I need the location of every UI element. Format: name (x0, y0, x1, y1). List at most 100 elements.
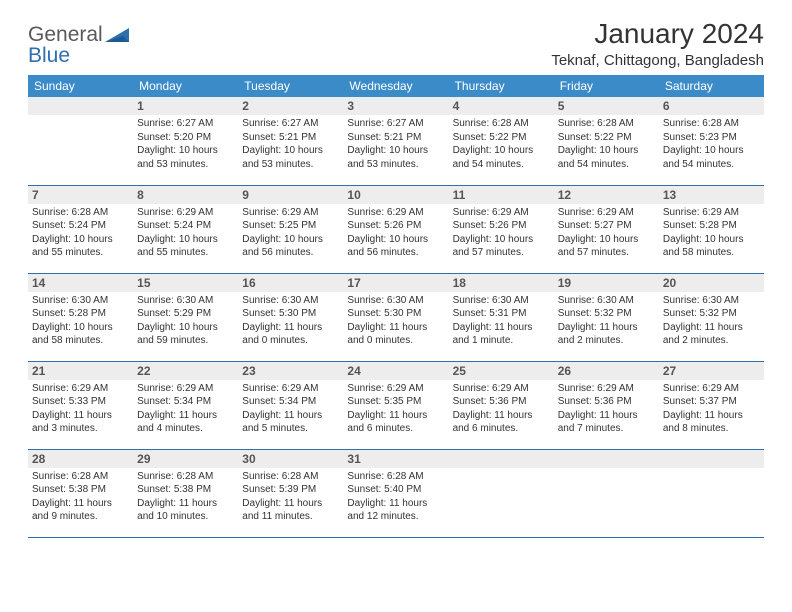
day-number: 27 (659, 362, 764, 380)
calendar-cell: 10Sunrise: 6:29 AM Sunset: 5:26 PM Dayli… (343, 185, 448, 273)
day-details: Sunrise: 6:29 AM Sunset: 5:35 PM Dayligh… (343, 380, 448, 440)
day-details: Sunrise: 6:28 AM Sunset: 5:23 PM Dayligh… (659, 115, 764, 175)
day-details: Sunrise: 6:29 AM Sunset: 5:24 PM Dayligh… (133, 204, 238, 264)
calendar-cell: 12Sunrise: 6:29 AM Sunset: 5:27 PM Dayli… (554, 185, 659, 273)
day-details: Sunrise: 6:29 AM Sunset: 5:36 PM Dayligh… (449, 380, 554, 440)
calendar-cell (449, 449, 554, 537)
calendar-table: SundayMondayTuesdayWednesdayThursdayFrid… (28, 75, 764, 538)
weekday-header-row: SundayMondayTuesdayWednesdayThursdayFrid… (28, 75, 764, 97)
calendar-cell: 13Sunrise: 6:29 AM Sunset: 5:28 PM Dayli… (659, 185, 764, 273)
day-details: Sunrise: 6:28 AM Sunset: 5:38 PM Dayligh… (133, 468, 238, 528)
calendar-cell (554, 449, 659, 537)
day-number: 9 (238, 186, 343, 204)
calendar-cell: 7Sunrise: 6:28 AM Sunset: 5:24 PM Daylig… (28, 185, 133, 273)
calendar-cell: 8Sunrise: 6:29 AM Sunset: 5:24 PM Daylig… (133, 185, 238, 273)
day-number: 14 (28, 274, 133, 292)
calendar-cell: 6Sunrise: 6:28 AM Sunset: 5:23 PM Daylig… (659, 97, 764, 185)
calendar-cell: 18Sunrise: 6:30 AM Sunset: 5:31 PM Dayli… (449, 273, 554, 361)
calendar-cell: 30Sunrise: 6:28 AM Sunset: 5:39 PM Dayli… (238, 449, 343, 537)
day-details: Sunrise: 6:29 AM Sunset: 5:25 PM Dayligh… (238, 204, 343, 264)
calendar-cell: 17Sunrise: 6:30 AM Sunset: 5:30 PM Dayli… (343, 273, 448, 361)
day-details: Sunrise: 6:29 AM Sunset: 5:34 PM Dayligh… (133, 380, 238, 440)
calendar-row: 21Sunrise: 6:29 AM Sunset: 5:33 PM Dayli… (28, 361, 764, 449)
weekday-header: Wednesday (343, 75, 448, 97)
day-number: 5 (554, 97, 659, 115)
day-number: 6 (659, 97, 764, 115)
calendar-cell: 21Sunrise: 6:29 AM Sunset: 5:33 PM Dayli… (28, 361, 133, 449)
day-details: Sunrise: 6:30 AM Sunset: 5:31 PM Dayligh… (449, 292, 554, 352)
day-number: 21 (28, 362, 133, 380)
calendar-cell: 29Sunrise: 6:28 AM Sunset: 5:38 PM Dayli… (133, 449, 238, 537)
day-number-empty (449, 450, 554, 468)
day-number: 11 (449, 186, 554, 204)
day-details: Sunrise: 6:30 AM Sunset: 5:32 PM Dayligh… (554, 292, 659, 352)
calendar-cell: 5Sunrise: 6:28 AM Sunset: 5:22 PM Daylig… (554, 97, 659, 185)
calendar-cell: 2Sunrise: 6:27 AM Sunset: 5:21 PM Daylig… (238, 97, 343, 185)
weekday-header: Friday (554, 75, 659, 97)
calendar-cell: 27Sunrise: 6:29 AM Sunset: 5:37 PM Dayli… (659, 361, 764, 449)
calendar-row: 7Sunrise: 6:28 AM Sunset: 5:24 PM Daylig… (28, 185, 764, 273)
calendar-cell: 19Sunrise: 6:30 AM Sunset: 5:32 PM Dayli… (554, 273, 659, 361)
calendar-cell: 24Sunrise: 6:29 AM Sunset: 5:35 PM Dayli… (343, 361, 448, 449)
day-number: 12 (554, 186, 659, 204)
calendar-cell (28, 97, 133, 185)
day-number: 3 (343, 97, 448, 115)
day-number: 23 (238, 362, 343, 380)
calendar-cell (659, 449, 764, 537)
day-details: Sunrise: 6:29 AM Sunset: 5:33 PM Dayligh… (28, 380, 133, 440)
logo-blue: Blue (28, 44, 70, 67)
day-number: 26 (554, 362, 659, 380)
calendar-cell: 23Sunrise: 6:29 AM Sunset: 5:34 PM Dayli… (238, 361, 343, 449)
day-number: 31 (343, 450, 448, 468)
day-number: 15 (133, 274, 238, 292)
calendar-cell: 22Sunrise: 6:29 AM Sunset: 5:34 PM Dayli… (133, 361, 238, 449)
day-details: Sunrise: 6:27 AM Sunset: 5:21 PM Dayligh… (343, 115, 448, 175)
day-details: Sunrise: 6:29 AM Sunset: 5:26 PM Dayligh… (343, 204, 448, 264)
day-details: Sunrise: 6:30 AM Sunset: 5:30 PM Dayligh… (238, 292, 343, 352)
day-details: Sunrise: 6:28 AM Sunset: 5:38 PM Dayligh… (28, 468, 133, 528)
calendar-cell: 1Sunrise: 6:27 AM Sunset: 5:20 PM Daylig… (133, 97, 238, 185)
day-number: 2 (238, 97, 343, 115)
weekday-header: Saturday (659, 75, 764, 97)
day-number: 28 (28, 450, 133, 468)
day-details: Sunrise: 6:30 AM Sunset: 5:28 PM Dayligh… (28, 292, 133, 352)
day-number: 7 (28, 186, 133, 204)
day-number: 24 (343, 362, 448, 380)
day-details: Sunrise: 6:29 AM Sunset: 5:28 PM Dayligh… (659, 204, 764, 264)
location: Teknaf, Chittagong, Bangladesh (551, 52, 764, 69)
day-number: 10 (343, 186, 448, 204)
weekday-header: Tuesday (238, 75, 343, 97)
header: General Blue January 2024 Teknaf, Chitta… (28, 18, 764, 69)
calendar-cell: 4Sunrise: 6:28 AM Sunset: 5:22 PM Daylig… (449, 97, 554, 185)
weekday-header: Sunday (28, 75, 133, 97)
day-details: Sunrise: 6:30 AM Sunset: 5:32 PM Dayligh… (659, 292, 764, 352)
day-number-empty (554, 450, 659, 468)
day-details: Sunrise: 6:28 AM Sunset: 5:22 PM Dayligh… (554, 115, 659, 175)
day-details: Sunrise: 6:27 AM Sunset: 5:21 PM Dayligh… (238, 115, 343, 175)
logo-general: General (28, 23, 103, 46)
calendar-cell: 3Sunrise: 6:27 AM Sunset: 5:21 PM Daylig… (343, 97, 448, 185)
calendar-cell: 15Sunrise: 6:30 AM Sunset: 5:29 PM Dayli… (133, 273, 238, 361)
month-title: January 2024 (551, 18, 764, 50)
day-number-empty (659, 450, 764, 468)
calendar-cell: 11Sunrise: 6:29 AM Sunset: 5:26 PM Dayli… (449, 185, 554, 273)
calendar-cell: 26Sunrise: 6:29 AM Sunset: 5:36 PM Dayli… (554, 361, 659, 449)
calendar-cell: 14Sunrise: 6:30 AM Sunset: 5:28 PM Dayli… (28, 273, 133, 361)
calendar-row: 14Sunrise: 6:30 AM Sunset: 5:28 PM Dayli… (28, 273, 764, 361)
day-details: Sunrise: 6:30 AM Sunset: 5:29 PM Dayligh… (133, 292, 238, 352)
calendar-cell: 16Sunrise: 6:30 AM Sunset: 5:30 PM Dayli… (238, 273, 343, 361)
logo-triangle-icon (105, 26, 131, 48)
day-details: Sunrise: 6:29 AM Sunset: 5:36 PM Dayligh… (554, 380, 659, 440)
day-details: Sunrise: 6:28 AM Sunset: 5:24 PM Dayligh… (28, 204, 133, 264)
calendar-row: 1Sunrise: 6:27 AM Sunset: 5:20 PM Daylig… (28, 97, 764, 185)
day-details: Sunrise: 6:27 AM Sunset: 5:20 PM Dayligh… (133, 115, 238, 175)
weekday-header: Monday (133, 75, 238, 97)
day-details: Sunrise: 6:30 AM Sunset: 5:30 PM Dayligh… (343, 292, 448, 352)
day-details: Sunrise: 6:29 AM Sunset: 5:26 PM Dayligh… (449, 204, 554, 264)
day-number: 20 (659, 274, 764, 292)
calendar-cell: 28Sunrise: 6:28 AM Sunset: 5:38 PM Dayli… (28, 449, 133, 537)
day-number: 13 (659, 186, 764, 204)
day-number-empty (28, 97, 133, 115)
day-details: Sunrise: 6:29 AM Sunset: 5:27 PM Dayligh… (554, 204, 659, 264)
day-details: Sunrise: 6:28 AM Sunset: 5:40 PM Dayligh… (343, 468, 448, 528)
